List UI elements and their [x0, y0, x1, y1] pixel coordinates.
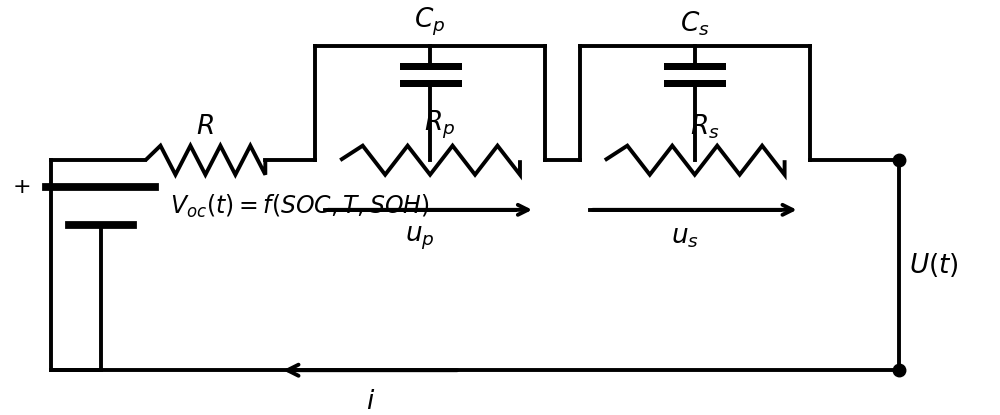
Text: $R_s$: $R_s$ [690, 112, 720, 141]
Text: $R$: $R$ [196, 114, 214, 139]
Text: $C_p$: $C_p$ [414, 6, 446, 38]
Text: $R_p$: $R_p$ [424, 109, 456, 141]
Text: $u_p$: $u_p$ [405, 225, 435, 252]
Text: $i$: $i$ [366, 389, 375, 414]
Text: $C_s$: $C_s$ [680, 10, 710, 38]
Text: $U(t)$: $U(t)$ [909, 251, 959, 279]
Text: $u_s$: $u_s$ [671, 225, 699, 250]
Text: $+$: $+$ [12, 176, 31, 198]
Text: $V_{oc}(t)=f(SOC, T, SOH)$: $V_{oc}(t)=f(SOC, T, SOH)$ [170, 193, 430, 220]
